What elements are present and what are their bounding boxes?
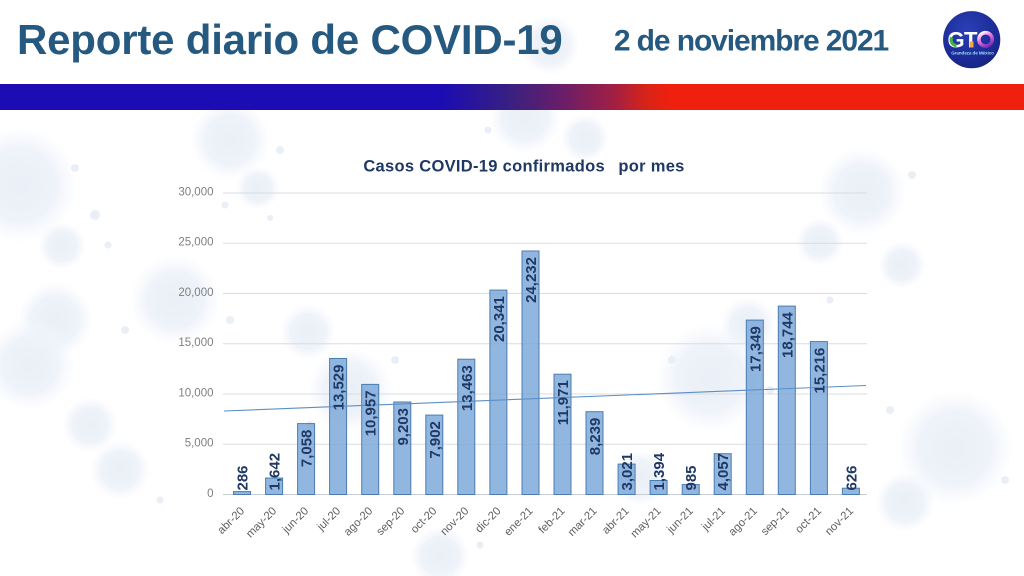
svg-text:1,394: 1,394	[651, 452, 668, 490]
svg-text:985: 985	[683, 465, 700, 490]
svg-text:11,971: 11,971	[555, 380, 572, 425]
svg-text:18,744: 18,744	[779, 311, 796, 358]
svg-text:Grandeza de México: Grandeza de México	[951, 50, 994, 55]
svg-text:20,000: 20,000	[178, 287, 213, 299]
svg-text:8,239: 8,239	[587, 418, 604, 456]
svg-text:626: 626	[843, 465, 860, 490]
svg-text:15,000: 15,000	[178, 337, 213, 349]
svg-text:30,000: 30,000	[178, 186, 213, 198]
svg-text:Casos COVID-19 confirmados po: Casos COVID-19 confirmados por mes	[363, 158, 684, 176]
svg-text:3,021: 3,021	[619, 453, 636, 491]
svg-text:13,463: 13,463	[459, 365, 476, 411]
svg-text:10,957: 10,957	[363, 390, 380, 436]
svg-text:4,057: 4,057	[715, 453, 732, 491]
svg-text:9,203: 9,203	[395, 408, 412, 446]
svg-text:25,000: 25,000	[178, 237, 213, 249]
svg-text:13,529: 13,529	[331, 365, 348, 411]
svg-text:286: 286	[235, 465, 252, 490]
svg-text:17,349: 17,349	[747, 326, 764, 372]
svg-text:24,232: 24,232	[523, 257, 540, 303]
svg-text:15,216: 15,216	[811, 348, 828, 394]
svg-text:20,341: 20,341	[491, 296, 508, 342]
svg-text:2 de noviembre 2021: 2 de noviembre 2021	[614, 25, 889, 58]
svg-text:5,000: 5,000	[185, 438, 214, 450]
svg-text:7,058: 7,058	[299, 430, 316, 468]
svg-text:1,642: 1,642	[267, 453, 284, 491]
svg-text:7,902: 7,902	[427, 421, 444, 459]
svg-text:Reporte diario de COVID-19: Reporte diario de COVID-19	[17, 16, 563, 63]
svg-text:10,000: 10,000	[178, 387, 213, 399]
svg-text:0: 0	[207, 488, 213, 500]
